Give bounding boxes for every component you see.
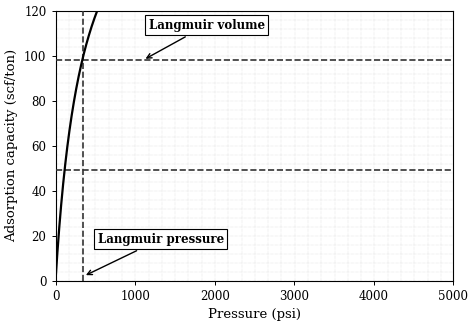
X-axis label: Pressure (psi): Pressure (psi) [208,308,301,321]
Text: Langmuir pressure: Langmuir pressure [87,232,224,275]
Text: Langmuir volume: Langmuir volume [147,19,265,58]
Y-axis label: Adsorption capacity (scf/ton): Adsorption capacity (scf/ton) [6,49,18,242]
